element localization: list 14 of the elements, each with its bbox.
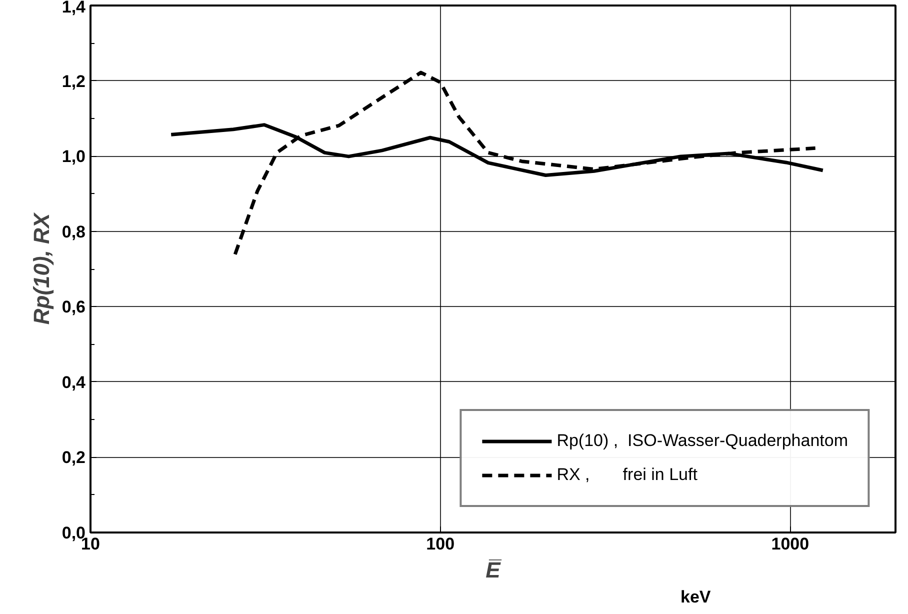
legend-label: RX , frei in Luft (556, 465, 698, 485)
y-tick-label: 1,2 (62, 72, 86, 91)
y-tick-label: 0,6 (62, 298, 86, 317)
text: keV (680, 588, 712, 606)
y-tick-label: 0,8 (62, 222, 86, 242)
legend-label: Rp(10) , ISO-Wasser-Quaderphantom (556, 431, 848, 451)
y-tick-label: 0,2 (62, 448, 86, 468)
y-tick-label: 1,4 (62, 0, 86, 16)
y-tick-label: 0,4 (62, 372, 86, 392)
x-tick-label: 100 (426, 534, 455, 554)
x-tick-label: 1000 (771, 534, 810, 554)
x-axis-title: E̅ (486, 558, 502, 582)
y-tick-label: 1,0 (62, 147, 86, 166)
y-axis-title: Rp(10), RX (28, 212, 54, 325)
